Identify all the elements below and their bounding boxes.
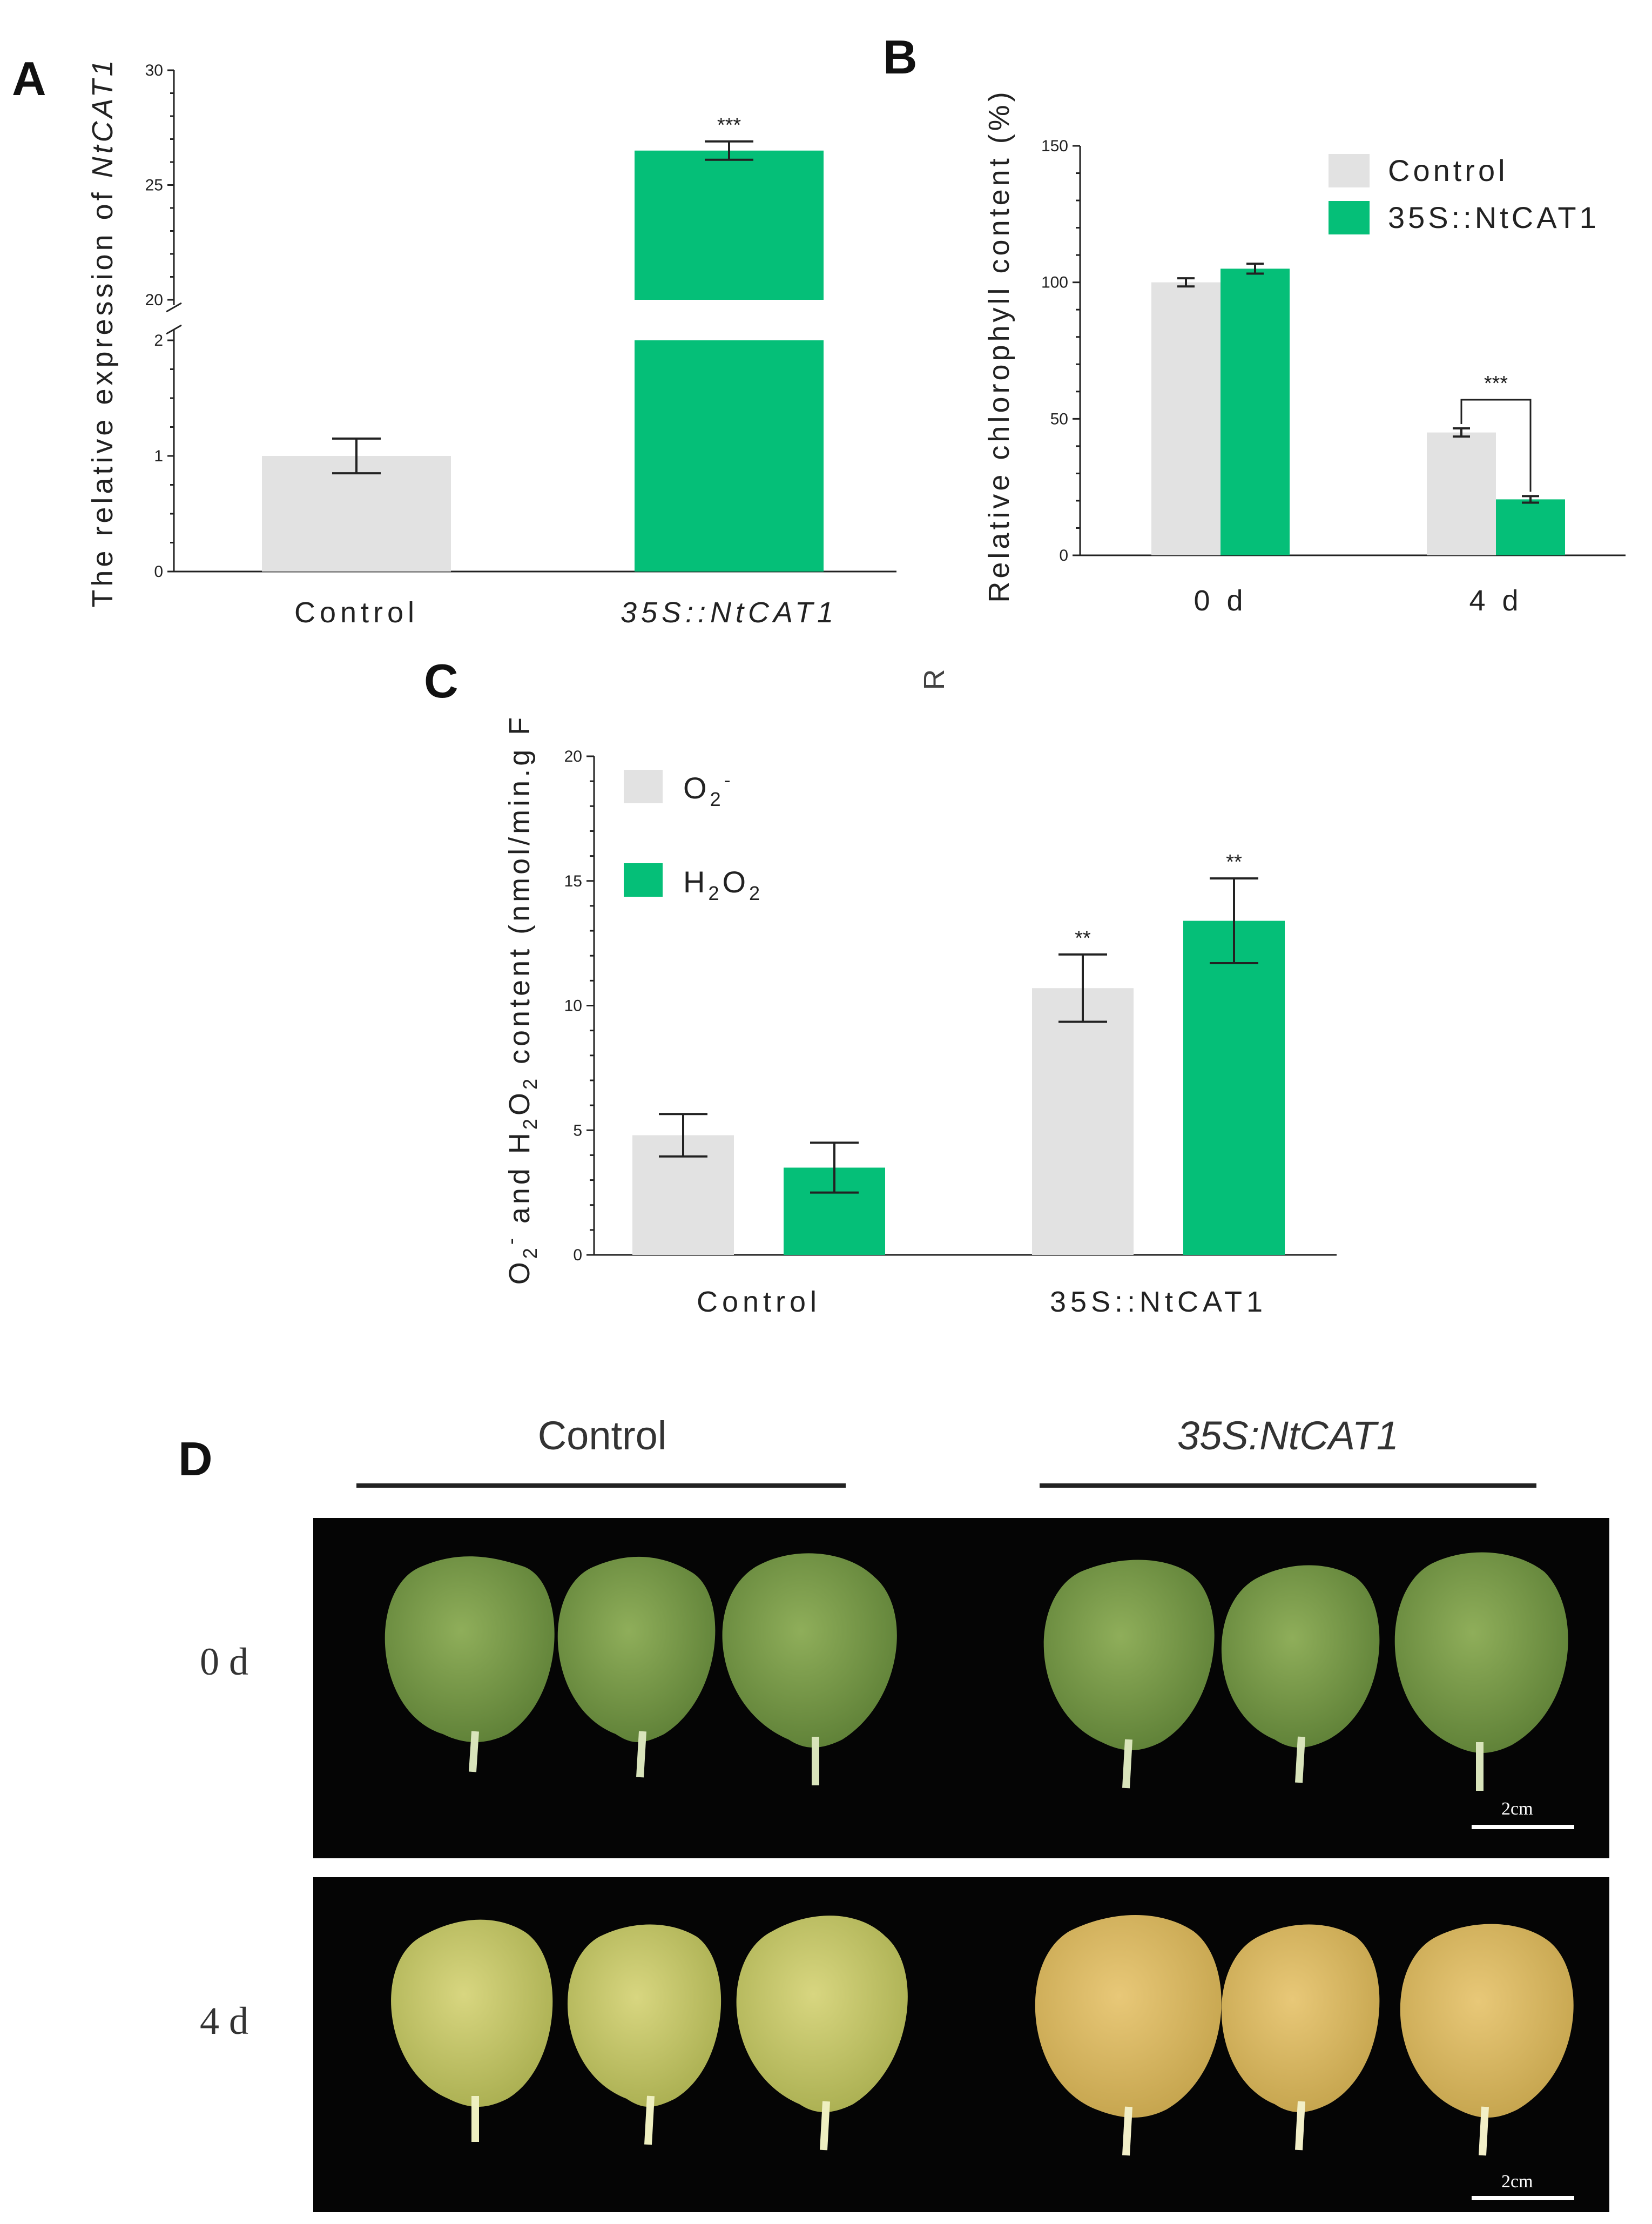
leaf-photo-4d: 2cm: [313, 1877, 1609, 2212]
chart-c: 05101520Control****35S::NtCAT1O2-H2O2O2-…: [500, 714, 1337, 1318]
legend-swatch: [624, 863, 663, 897]
leaf: [1221, 1565, 1380, 1783]
y-tick-label: 20: [145, 291, 163, 309]
bar-transgenic: [1221, 268, 1290, 555]
significance-bracket: [1460, 399, 1532, 492]
x-tick-label: 35S::NtCAT1: [621, 596, 838, 629]
axis-break-mark: [166, 324, 182, 335]
x-tick-label: Control: [294, 596, 419, 629]
y-tick-label: 5: [573, 1121, 582, 1139]
leaves-0d: [385, 1552, 1568, 1791]
x-tick-label: 0 d: [1194, 584, 1247, 617]
bar-control: [262, 456, 451, 572]
y-tick-label: 0: [154, 563, 163, 581]
legend-swatch: [624, 770, 663, 803]
y-tick-label: 150: [1041, 137, 1068, 155]
leaf: [557, 1556, 716, 1778]
leaves-4d: [391, 1915, 1574, 2156]
scale-bar: [1472, 1825, 1574, 1829]
legend-label: 35S::NtCAT1: [1388, 200, 1600, 234]
legend-swatch: [1329, 154, 1370, 187]
panel-a-label: A: [12, 52, 46, 105]
significance-label: ***: [1484, 372, 1508, 395]
y-tick-label: 20: [564, 748, 582, 765]
y-tick-label: 0: [573, 1246, 582, 1264]
bar-transgenic-upper: [635, 150, 824, 300]
bar-h2o2: [1183, 920, 1285, 1255]
y-tick-label: 15: [564, 872, 582, 890]
y-axis-label: Relative chlorophyll content (%): [983, 89, 1015, 602]
bar-transgenic: [1496, 499, 1565, 555]
panel-c-label: C: [424, 654, 458, 708]
x-tick-label: 35S::NtCAT1: [1050, 1286, 1267, 1318]
group-label-control: Control: [537, 1413, 667, 1458]
significance-label: **: [1226, 851, 1242, 874]
row-label-4d: 4 d: [200, 1999, 248, 2042]
panel-b-label: B: [883, 30, 918, 84]
y-tick-label: 10: [564, 997, 582, 1015]
legend-label: Control: [1388, 153, 1508, 187]
scale-bar-label: 2cm: [1501, 1799, 1533, 1819]
leaf: [736, 1916, 908, 2151]
y-axis-label: O2- and H2O2 content (nmol/min.g F: [500, 714, 541, 1285]
significance-label: ***: [717, 114, 741, 137]
y-tick-label: 0: [1059, 547, 1068, 565]
y-tick-label: 1: [154, 447, 163, 465]
leaf: [391, 1919, 553, 2142]
legend-label: H2O2: [683, 865, 763, 904]
y-tick-label: 30: [145, 62, 163, 79]
leaf: [722, 1553, 897, 1785]
leaf: [1221, 1924, 1380, 2151]
significance-label: **: [1075, 927, 1091, 950]
bar-o2: [1032, 988, 1134, 1255]
group-line-control: [356, 1483, 846, 1488]
leaf: [1394, 1552, 1568, 1791]
x-tick-label: 4 d: [1469, 584, 1522, 617]
y-axis-label: The relative expression of NtCAT1: [86, 57, 119, 607]
leaf: [1400, 1924, 1574, 2156]
scale-bar: [1472, 2196, 1574, 2200]
leaf-photo-0d: 2cm: [313, 1518, 1609, 1858]
y-tick-label: 2: [154, 332, 163, 350]
axis-break-mark: [166, 302, 182, 313]
bar-control: [1151, 282, 1221, 555]
legend-label: O2-: [683, 769, 734, 810]
legend-swatch: [1329, 201, 1370, 234]
bar-control: [1427, 432, 1496, 555]
leaf: [385, 1556, 555, 1772]
y-tick-label: 50: [1050, 410, 1068, 428]
row-label-0d: 0 d: [200, 1640, 248, 1683]
stray-axis-text: R: [918, 666, 950, 690]
x-tick-label: Control: [697, 1286, 821, 1318]
group-label-transgenic: 35S:NtCAT1: [1177, 1413, 1399, 1458]
leaf: [1043, 1560, 1215, 1789]
group-line-transgenic: [1040, 1483, 1536, 1488]
leaf: [1035, 1915, 1222, 2156]
panel-d-label: D: [178, 1432, 213, 1486]
y-tick-label: 25: [145, 177, 163, 194]
chart-a: 0 1 2 20 25 30***Control 35S::NtCAT1 The relati…: [86, 57, 896, 629]
y-tick-label: 100: [1041, 274, 1068, 292]
leaf: [567, 1924, 722, 2145]
bar-transgenic-lower: [635, 340, 824, 572]
scale-bar-label: 2cm: [1501, 2172, 1533, 2192]
